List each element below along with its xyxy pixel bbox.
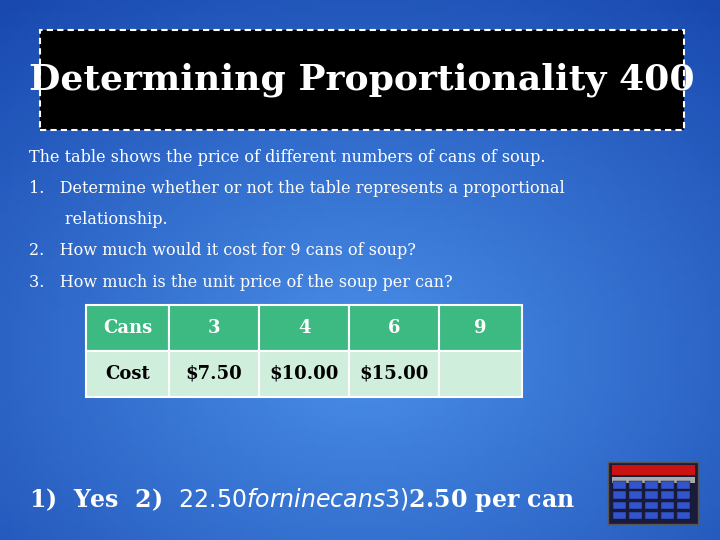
Text: The table shows the price of different numbers of cans of soup.: The table shows the price of different n… [29,148,545,165]
Text: 6: 6 [388,319,400,337]
Bar [86,305,169,351]
Text: 1.   Determine whether or not the table represents a proportional: 1. Determine whether or not the table re… [29,180,564,197]
Bar [645,502,658,509]
Text: 3: 3 [208,319,220,337]
Text: Cans: Cans [103,319,153,337]
Bar [613,502,626,509]
Text: 1)  Yes  2)  $22.50 for nine cans  3)  $2.50 per can: 1) Yes 2) $22.50 for nine cans 3) $2.50 … [29,485,575,514]
Bar [677,491,690,499]
Text: Cost: Cost [105,365,150,383]
Bar [612,477,695,483]
Bar [349,351,439,397]
Bar [629,481,642,489]
Text: 3.   How much is the unit price of the soup per can?: 3. How much is the unit price of the sou… [29,274,452,291]
Bar [629,512,642,519]
Bar [613,491,626,499]
Text: $10.00: $10.00 [269,365,339,383]
Bar [629,491,642,499]
Bar [645,481,658,489]
Bar [169,351,259,397]
Bar [86,351,169,397]
Bar [612,465,695,475]
Bar [608,462,698,524]
Bar [661,502,674,509]
Bar [439,351,522,397]
Bar [349,305,439,351]
Text: 2.   How much would it cost for 9 cans of soup?: 2. How much would it cost for 9 cans of … [29,242,415,259]
Bar [439,305,522,351]
Bar [169,305,259,351]
Bar [677,512,690,519]
Bar [259,305,349,351]
Text: relationship.: relationship. [29,211,168,228]
Bar [677,481,690,489]
Bar [645,491,658,499]
Bar [677,502,690,509]
Bar [613,481,626,489]
Bar [629,502,642,509]
Bar [661,512,674,519]
Text: $7.50: $7.50 [186,365,243,383]
Bar [259,351,349,397]
Text: $15.00: $15.00 [359,365,429,383]
Bar [661,491,674,499]
Text: Determining Proportionality 400: Determining Proportionality 400 [29,63,695,97]
Bar [645,512,658,519]
Text: 4: 4 [298,319,310,337]
Bar [661,481,674,489]
Text: 9: 9 [474,319,487,337]
Bar [40,30,684,130]
Bar [613,512,626,519]
